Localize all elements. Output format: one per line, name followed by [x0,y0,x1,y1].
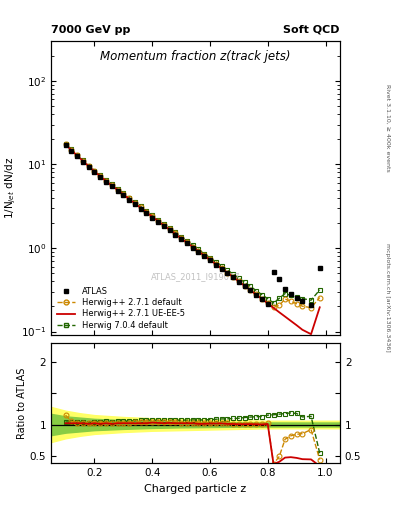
Legend: ATLAS, Herwig++ 2.7.1 default, Herwig++ 2.7.1 UE-EE-5, Herwig 7.0.4 default: ATLAS, Herwig++ 2.7.1 default, Herwig++ … [55,286,187,331]
X-axis label: Charged particle z: Charged particle z [144,484,247,494]
Text: Soft QCD: Soft QCD [283,25,340,35]
Text: ATLAS_2011_I919017: ATLAS_2011_I919017 [151,272,241,281]
Text: 7000 GeV pp: 7000 GeV pp [51,25,130,35]
Y-axis label: 1/N$_{jet}$ dN/dz: 1/N$_{jet}$ dN/dz [4,157,18,219]
Text: Momentum fraction z(track jets): Momentum fraction z(track jets) [100,50,291,63]
Y-axis label: Ratio to ATLAS: Ratio to ATLAS [17,368,27,439]
Text: Rivet 3.1.10, ≥ 400k events: Rivet 3.1.10, ≥ 400k events [385,84,390,172]
Text: mcplots.cern.ch [arXiv:1306.3436]: mcplots.cern.ch [arXiv:1306.3436] [385,243,390,351]
